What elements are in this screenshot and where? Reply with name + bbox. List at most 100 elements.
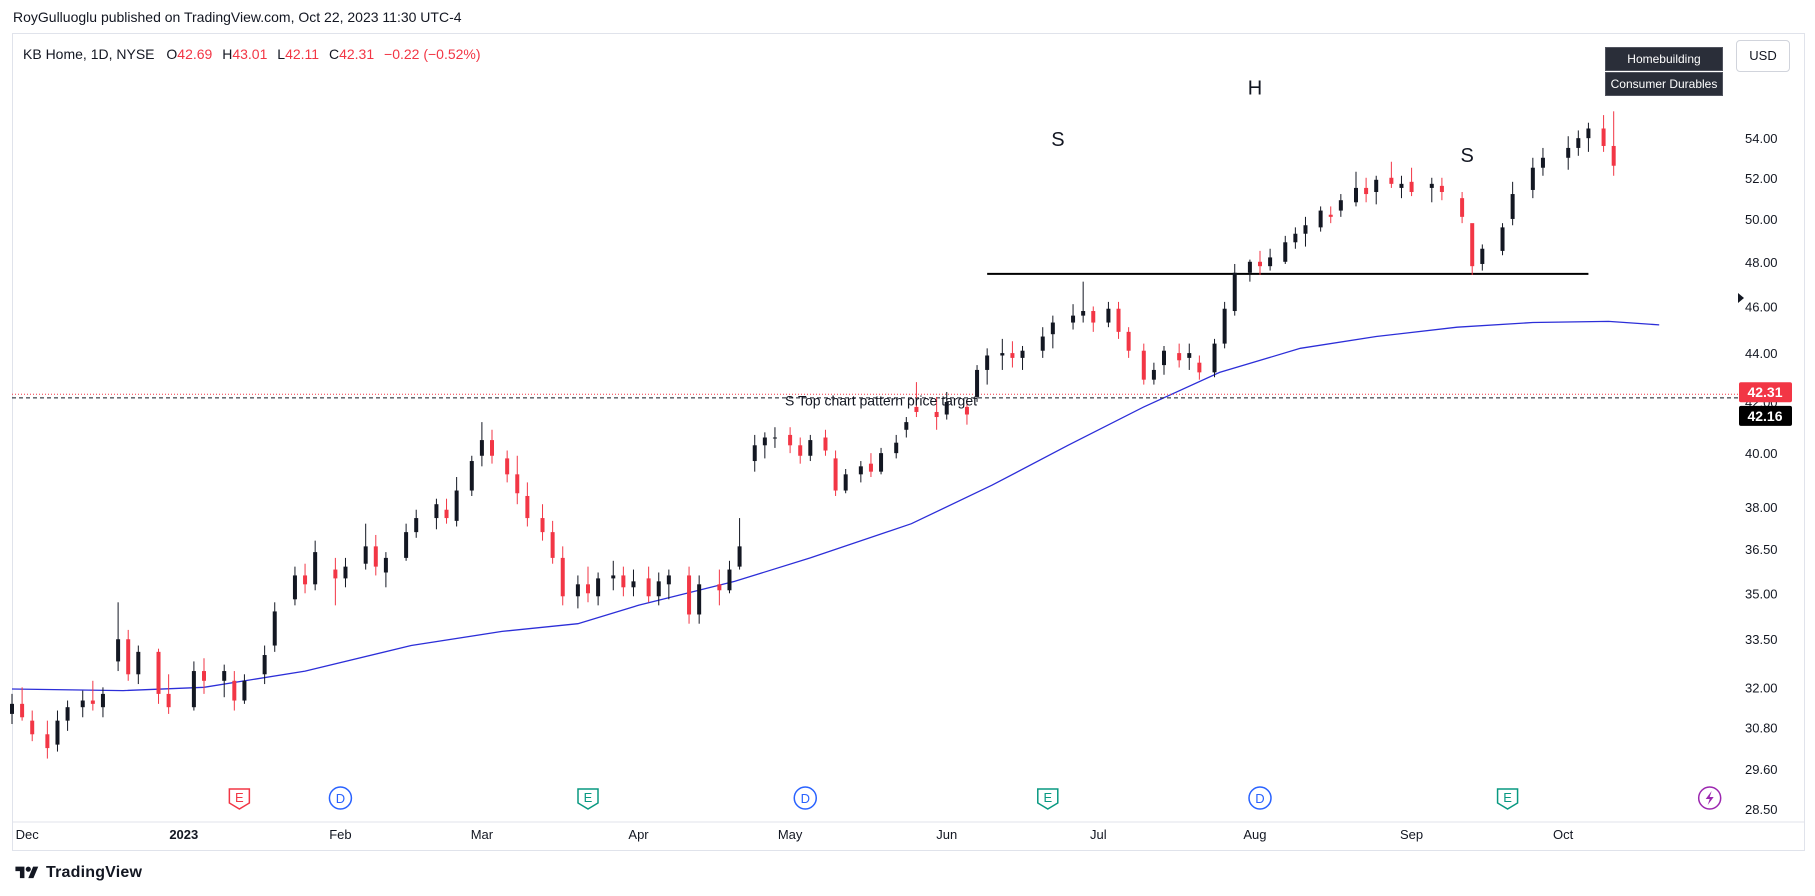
candle-body: [515, 474, 520, 494]
candle-body: [126, 639, 131, 675]
candle-body: [136, 651, 141, 675]
earnings-marker-letter: E: [1043, 790, 1052, 805]
candle-body: [156, 651, 161, 694]
candle-body: [868, 463, 873, 472]
moving-average-line: [11, 320, 1660, 692]
candle-body: [242, 680, 247, 701]
price-tick-label: 38.00: [1745, 500, 1778, 515]
price-tick-label: 52.00: [1745, 171, 1778, 186]
industry-tag[interactable]: Homebuilding: [1605, 47, 1723, 71]
footer-brand[interactable]: TradingView: [14, 864, 142, 882]
price-tick-label: 44.00: [1745, 346, 1778, 361]
candle-body: [414, 518, 419, 533]
candle-body: [30, 720, 35, 735]
candle-body: [1611, 145, 1616, 166]
candle-body: [1576, 138, 1581, 148]
pattern-label: H: [1248, 77, 1262, 99]
candle-body: [560, 557, 565, 597]
candle-body: [904, 422, 909, 430]
close-value: 42.31: [339, 46, 375, 62]
candle-body: [363, 546, 368, 564]
candle-body: [1268, 257, 1273, 267]
candle-body: [1071, 315, 1076, 323]
candle-body: [717, 584, 722, 591]
candle-body: [313, 552, 318, 585]
candle-body: [90, 700, 95, 704]
candle-body: [65, 707, 70, 721]
price-target-annotation: S Top chart pattern price target: [785, 393, 977, 409]
time-tick-label: Sep: [1400, 827, 1423, 842]
candle-body: [1258, 261, 1262, 267]
symbol-name: KB Home, 1D, NYSE: [23, 46, 155, 62]
candle-body: [20, 703, 25, 718]
high-label: H: [222, 46, 233, 62]
candle-body: [985, 355, 990, 370]
candle-body: [1197, 362, 1202, 373]
chart-frame: [12, 33, 1805, 851]
earnings-marker-icon: [228, 788, 251, 810]
candle-body: [45, 734, 50, 749]
low-label: L: [277, 46, 286, 62]
candle-body: [1389, 177, 1394, 184]
candle-body: [656, 581, 661, 597]
price-tick-label: 50.00: [1745, 212, 1778, 227]
candle-body: [202, 671, 206, 681]
target-price-tag-bg: [1739, 405, 1792, 426]
candle-body: [752, 445, 757, 462]
price-tick-label: 35.00: [1745, 586, 1778, 601]
footer-brand-text: TradingView: [46, 864, 143, 881]
candle-body: [697, 584, 702, 615]
candle-body: [1328, 214, 1333, 217]
candle-body: [1187, 353, 1192, 358]
candle-body: [934, 411, 939, 418]
candle-body: [879, 453, 884, 472]
sector-tag[interactable]: Consumer Durables: [1605, 72, 1723, 96]
open-label: O: [166, 46, 178, 62]
pattern-label: S: [1460, 145, 1473, 167]
low-value: 42.11: [285, 46, 320, 62]
candle-body: [505, 458, 510, 475]
candle-body: [292, 575, 297, 600]
candle-body: [772, 437, 777, 439]
candle-body: [687, 575, 692, 615]
candle-body: [1409, 181, 1414, 193]
candle-body: [383, 557, 388, 573]
candle-body: [1480, 248, 1485, 264]
time-tick-label: Jul: [1090, 827, 1107, 842]
candle-body: [1283, 242, 1288, 262]
dividend-marker-letter: D: [336, 791, 345, 806]
candle-body: [762, 437, 767, 446]
candle-body: [1470, 223, 1475, 267]
candle-body: [479, 440, 484, 456]
candle-body: [666, 575, 671, 585]
candle-body: [1318, 210, 1323, 228]
dividend-marker-letter: D: [801, 791, 810, 806]
candle-body: [843, 474, 848, 491]
candle-body: [1354, 187, 1358, 203]
candle-body: [166, 693, 171, 708]
candle-body: [1500, 227, 1505, 251]
candle-body: [894, 442, 899, 454]
price-tick-label: 36.50: [1745, 542, 1778, 557]
candle-body: [454, 490, 459, 521]
published-header: RoyGulluoglu published on TradingView.co…: [13, 9, 462, 25]
candle-body: [1303, 225, 1308, 234]
candle-body: [858, 466, 863, 475]
time-tick-label: Jun: [936, 827, 957, 842]
candle-body: [1460, 198, 1465, 217]
price-tick-label: 28.50: [1745, 802, 1778, 817]
candle-body: [100, 693, 105, 708]
time-tick-label: 2023: [169, 827, 198, 842]
candle-body: [10, 703, 14, 714]
currency-button[interactable]: USD: [1736, 40, 1790, 72]
price-tick-label: 33.50: [1745, 632, 1778, 647]
symbol-legend: KB Home, 1D, NYSE O42.69 H43.01 L42.11 C…: [23, 46, 481, 62]
candle-body: [611, 575, 616, 579]
candle-body: [444, 509, 449, 519]
tradingview-logo-icon: [15, 866, 39, 879]
candle-body: [808, 440, 813, 456]
time-tick-label: Mar: [471, 827, 494, 842]
candle-body: [1040, 336, 1045, 351]
candle-body: [1429, 183, 1434, 188]
